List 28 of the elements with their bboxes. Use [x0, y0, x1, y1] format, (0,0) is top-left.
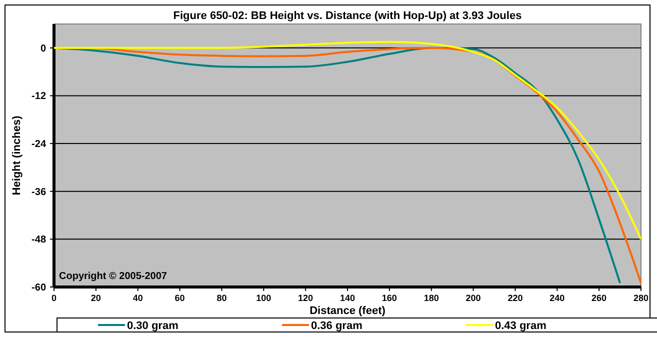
- x-tick-label: 200: [466, 293, 481, 303]
- x-tick-label: 120: [298, 293, 314, 303]
- y-axis-title: Height (inches): [11, 115, 23, 196]
- legend-label: 0.30 gram: [127, 320, 179, 332]
- x-tick-label: 20: [90, 293, 101, 303]
- x-tick-label: 40: [132, 293, 143, 303]
- legend-label: 0.36 gram: [311, 320, 363, 332]
- x-tick-label: 0: [51, 293, 57, 303]
- legend-label: 0.43 gram: [495, 320, 547, 332]
- y-tick-label: -24: [32, 139, 46, 150]
- y-tick-label: -12: [32, 91, 46, 102]
- y-tick-label: -48: [32, 234, 46, 246]
- x-tick-label: 80: [216, 293, 227, 303]
- x-tick-label: 180: [424, 293, 439, 303]
- x-tick-label: 160: [382, 293, 397, 303]
- x-tick-label: 240: [550, 293, 565, 303]
- y-tick-label: -36: [32, 186, 46, 198]
- y-tick-label: 0: [40, 43, 46, 54]
- x-tick-label: 260: [592, 293, 607, 303]
- chart-title: Figure 650-02: BB Height vs. Distance (with Hop-Up) at 3.93 Joules: [173, 10, 522, 22]
- x-tick-label: 60: [174, 293, 185, 303]
- y-tick-label: -60: [32, 282, 46, 294]
- x-tick-label: 280: [633, 293, 649, 303]
- x-tick-label: 140: [340, 293, 356, 303]
- x-tick-label: 100: [256, 293, 272, 303]
- annotation: Copyright © 2005-2007: [59, 271, 168, 282]
- x-axis-title: Distance (feet): [310, 305, 386, 317]
- x-tick-label: 220: [508, 293, 523, 303]
